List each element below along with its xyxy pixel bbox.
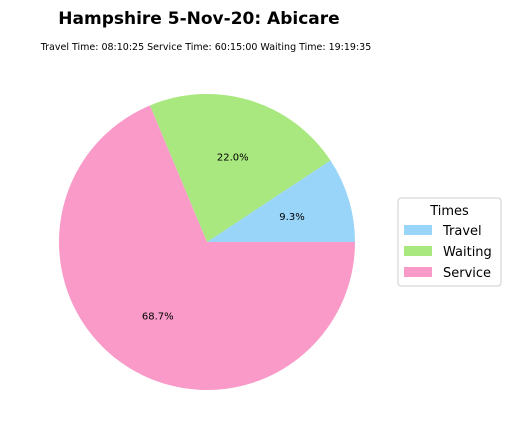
pie-slice-service bbox=[59, 105, 355, 390]
pie-label-waiting: 22.0% bbox=[217, 153, 249, 164]
legend-title: Times bbox=[429, 204, 469, 219]
legend-label-service: Service bbox=[443, 266, 491, 281]
pie-slice-travel bbox=[207, 160, 355, 242]
legend-swatch-service bbox=[404, 267, 432, 277]
pie-label-travel: 9.3% bbox=[279, 212, 304, 223]
pie-slices bbox=[59, 93, 355, 390]
legend-label-waiting: Waiting bbox=[443, 245, 492, 260]
pie-slice-waiting bbox=[149, 93, 331, 242]
legend-swatch-travel bbox=[404, 225, 432, 235]
pie-percentage-labels: 9.3% 22.0% 68.7% bbox=[142, 153, 305, 323]
chart-title: Hampshire 5-Nov-20: Abicare bbox=[58, 9, 339, 29]
chart-subtitle: Travel Time: 08:10:25 Service Time: 60:1… bbox=[40, 42, 372, 53]
legend: Times Travel Waiting Service bbox=[397, 197, 502, 287]
legend-entries: Travel Waiting Service bbox=[404, 224, 492, 281]
legend-frame bbox=[397, 197, 502, 287]
pie-label-service: 68.7% bbox=[142, 311, 174, 322]
legend-swatch-waiting bbox=[404, 246, 432, 256]
legend-label-travel: Travel bbox=[442, 224, 482, 239]
